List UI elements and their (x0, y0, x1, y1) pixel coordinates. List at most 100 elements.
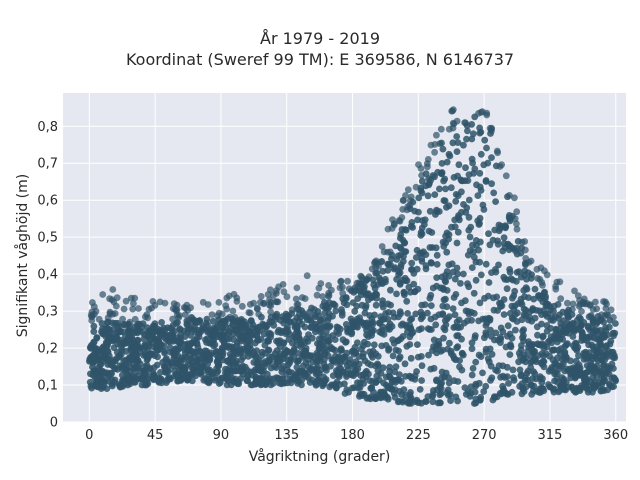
data-point (180, 370, 187, 377)
data-point (573, 347, 581, 354)
data-point (368, 265, 376, 273)
data-point (141, 313, 149, 321)
data-point (329, 312, 336, 320)
data-point (525, 294, 532, 301)
data-point (188, 377, 196, 385)
data-point (157, 369, 164, 376)
data-point (401, 274, 409, 282)
data-point (411, 288, 418, 296)
data-point (510, 374, 517, 382)
data-point (488, 127, 495, 135)
data-point (529, 305, 537, 312)
data-point (319, 338, 327, 346)
data-point (590, 346, 598, 354)
data-point (490, 189, 498, 197)
data-point (561, 367, 569, 375)
data-point (379, 300, 386, 308)
data-point (433, 274, 441, 281)
data-point (335, 353, 343, 360)
data-point (578, 332, 586, 340)
data-point (440, 197, 448, 204)
data-point (569, 300, 577, 308)
data-point (206, 366, 213, 374)
data-point (407, 325, 415, 332)
data-point (230, 346, 238, 354)
data-point (494, 149, 501, 157)
data-point (452, 197, 460, 205)
data-point (410, 280, 418, 288)
data-point (538, 311, 545, 318)
data-point (587, 352, 594, 360)
data-point (408, 259, 416, 267)
data-point (165, 375, 172, 382)
data-point (222, 302, 230, 309)
data-point (587, 378, 594, 385)
data-point (475, 221, 483, 228)
data-point (212, 348, 220, 356)
data-point (481, 136, 489, 144)
data-point (90, 328, 98, 335)
data-point (223, 294, 231, 302)
data-point (508, 388, 516, 396)
data-point (412, 254, 420, 261)
data-point (512, 326, 519, 334)
data-point (522, 246, 529, 254)
data-point (226, 313, 234, 321)
data-point (119, 364, 127, 371)
x-tick-label: 135 (274, 428, 299, 443)
data-point (218, 374, 226, 382)
data-point (368, 315, 376, 323)
data-point (463, 204, 471, 212)
data-point (504, 322, 512, 330)
data-point (519, 327, 526, 335)
data-point (468, 264, 476, 271)
data-point (277, 316, 284, 324)
data-point (169, 331, 177, 338)
data-point (433, 261, 441, 268)
data-point (123, 370, 131, 378)
data-point (251, 339, 259, 347)
data-point (361, 357, 369, 365)
data-points (86, 106, 619, 407)
data-point (288, 306, 296, 314)
data-point (588, 341, 596, 349)
data-point (451, 216, 459, 224)
data-point (524, 367, 532, 375)
data-point (516, 366, 524, 374)
data-point (427, 365, 435, 373)
data-point (471, 165, 479, 173)
data-point (337, 365, 345, 373)
data-point (160, 334, 168, 341)
data-point (376, 319, 384, 327)
data-point (436, 383, 444, 391)
data-point (583, 368, 591, 376)
data-point (454, 192, 462, 200)
data-point (475, 246, 482, 254)
data-point (105, 355, 112, 363)
data-point (283, 293, 291, 301)
data-point (190, 349, 198, 357)
data-point (470, 289, 478, 297)
data-point (522, 354, 530, 362)
data-point (211, 326, 219, 333)
data-point (399, 398, 407, 406)
data-point (336, 381, 344, 388)
data-point (442, 239, 449, 247)
data-point (292, 322, 299, 329)
data-point (527, 359, 535, 366)
y-axis-label: Signifikant våghöjd (m) (14, 174, 31, 337)
data-point (460, 270, 467, 278)
data-point (584, 388, 592, 396)
data-point (466, 233, 474, 241)
data-point (441, 175, 449, 183)
data-point (404, 203, 412, 211)
data-point (372, 362, 379, 370)
data-point (217, 354, 224, 361)
data-point (569, 333, 577, 340)
data-point (476, 169, 484, 177)
data-point (452, 323, 459, 331)
data-point (360, 350, 367, 357)
data-point (480, 388, 488, 395)
data-point (231, 313, 239, 321)
data-point (518, 342, 525, 349)
